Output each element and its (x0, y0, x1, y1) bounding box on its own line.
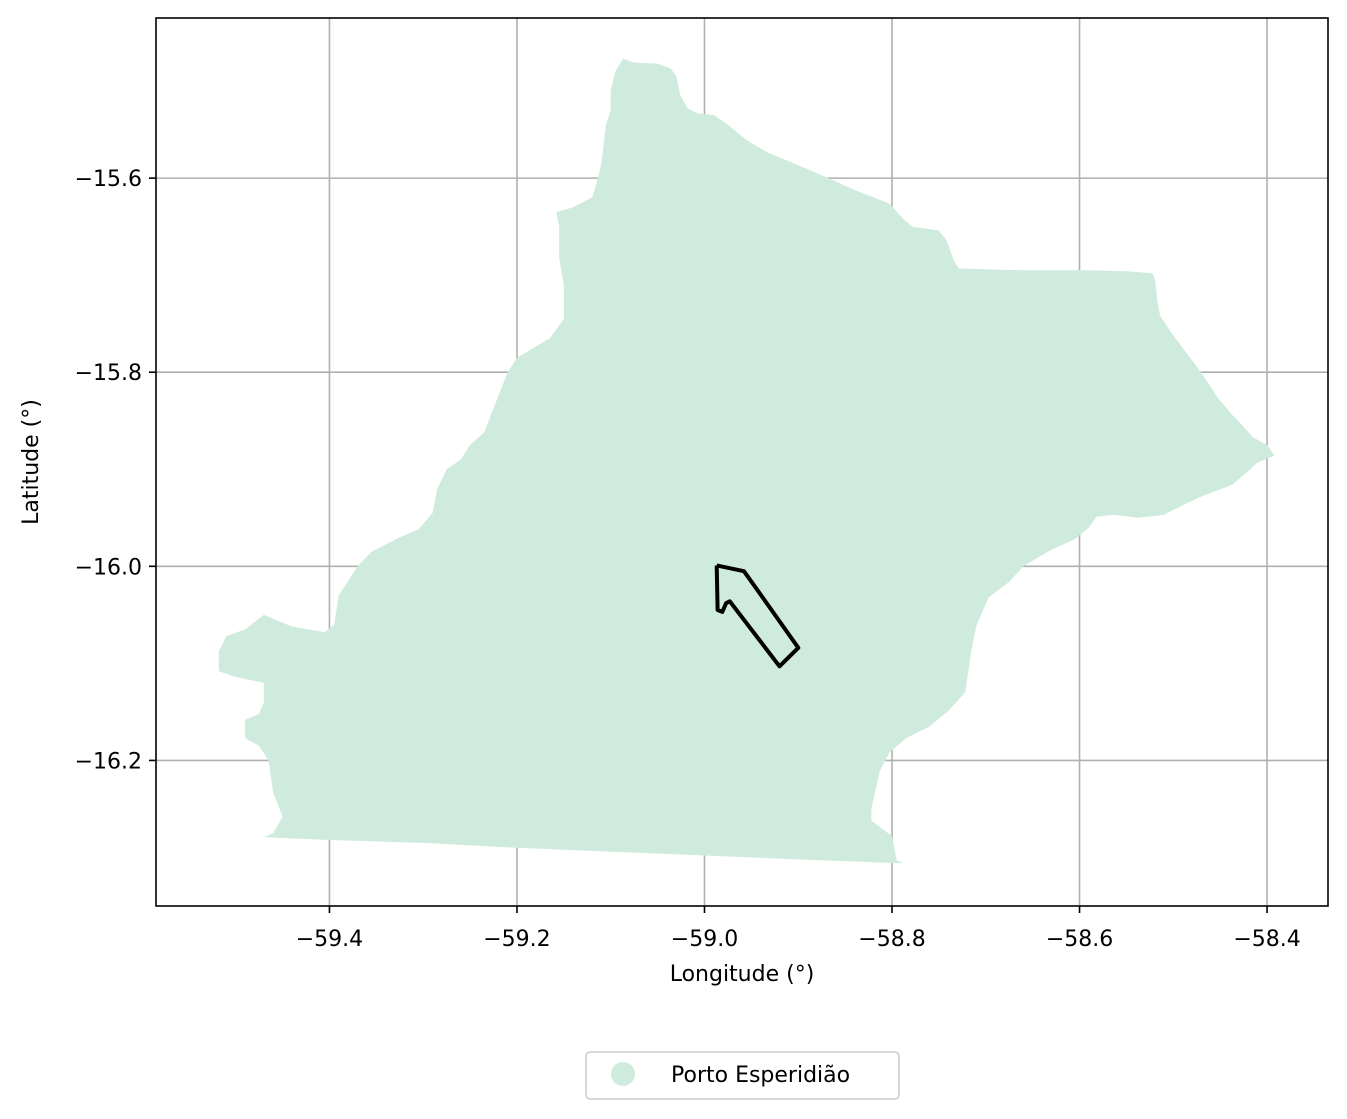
x-tick-label: −58.8 (858, 927, 925, 952)
legend-box (585, 1051, 900, 1100)
y-axis-title: Latitude (°) (19, 399, 44, 525)
legend-label-porto-esperidiao: Porto Esperidião (671, 1063, 850, 1088)
x-tick-label: −59.4 (296, 927, 363, 952)
y-tick-label: −15.8 (75, 361, 142, 386)
x-tick-label: −58.4 (1233, 927, 1300, 952)
outline-polygon (714, 563, 801, 669)
legend: Porto Esperidião (585, 1051, 900, 1100)
y-tick-label: −16.0 (75, 555, 142, 580)
y-tick-label: −16.2 (75, 749, 142, 774)
x-tick-label: −59.2 (483, 927, 550, 952)
x-axis-title: Longitude (°) (670, 962, 815, 987)
plot-frame (155, 17, 1329, 907)
y-tick-label: −15.6 (75, 167, 142, 192)
region-porto-esperidiao (218, 58, 1275, 864)
outline-layer (714, 563, 801, 669)
ticks-layer: −59.4 −59.2 −59.0 −58.8 −58.6 −58.4 −15.6 −15.8… (75, 167, 1301, 952)
x-tick-label: −59.0 (671, 927, 738, 952)
regions-layer (218, 58, 1275, 864)
x-tick-label: −58.6 (1046, 927, 1113, 952)
legend-swatch-porto-esperidiao (611, 1062, 635, 1086)
